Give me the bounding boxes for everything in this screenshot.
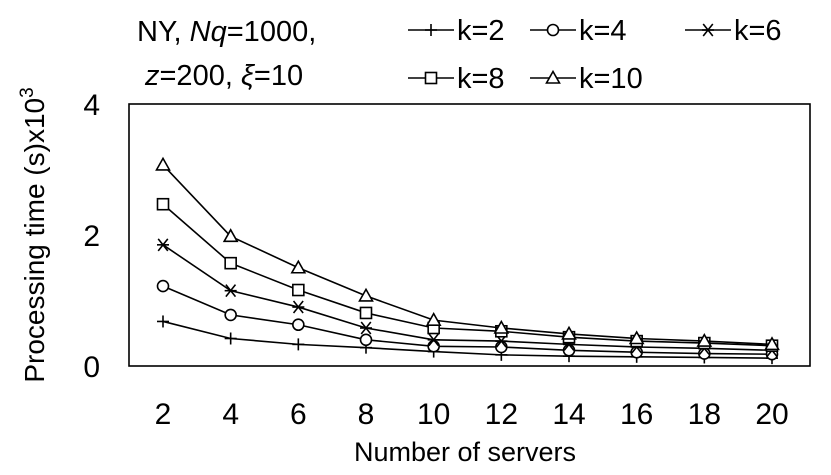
data-point [155, 156, 171, 171]
data-point [561, 325, 577, 340]
series-line [162, 320, 773, 359]
data-point [696, 332, 713, 347]
x-tick-label: 8 [358, 398, 375, 431]
data-point [764, 336, 780, 351]
legend-marker [424, 71, 438, 85]
legend-marker [425, 24, 437, 36]
data-point [359, 306, 373, 320]
data-point [156, 197, 170, 211]
data-point [224, 284, 237, 298]
legend-label: k=6 [734, 15, 782, 47]
legend-marker [702, 23, 714, 37]
annotation-line-2: z=200, ξ=10 [144, 60, 303, 92]
x-tick-label: 18 [688, 398, 721, 431]
data-point [493, 319, 510, 334]
legend-label: k=8 [457, 63, 505, 95]
x-tick-label: 4 [222, 398, 239, 431]
series-line [162, 203, 773, 347]
x-axis: 2 4 6 8 10 12 14 16 18 20 [155, 398, 789, 431]
data-point [292, 338, 305, 351]
x-tick-label: 20 [755, 398, 788, 431]
y-axis: 0 2 4 [83, 89, 100, 384]
y-tick-label: 2 [83, 220, 100, 253]
legend-marker [545, 69, 561, 84]
series-group [155, 156, 780, 365]
data-point [290, 259, 307, 274]
series-k-6 [157, 238, 778, 357]
legend-label: k=4 [579, 15, 627, 47]
y-tick-label: 0 [83, 351, 100, 384]
legend-item: k=4 [530, 15, 627, 47]
data-point [224, 308, 237, 322]
data-point [224, 256, 237, 270]
series-k-10 [155, 156, 780, 351]
data-point [427, 340, 440, 353]
legend-item: k=6 [685, 15, 782, 47]
series-k-8 [156, 197, 779, 352]
data-point [359, 333, 373, 347]
x-tick-label: 14 [552, 398, 585, 431]
x-tick-label: 10 [417, 398, 450, 431]
data-point [157, 238, 169, 252]
plot-area [128, 103, 811, 367]
series-line [162, 164, 773, 346]
data-point [628, 330, 645, 345]
data-point [425, 312, 442, 326]
series-line [162, 285, 773, 356]
x-tick-label: 16 [620, 398, 653, 431]
legend-label: k=10 [579, 63, 643, 95]
x-axis-label: Number of servers [354, 437, 576, 467]
series-line [162, 244, 773, 352]
x-tick-label: 6 [290, 398, 307, 431]
legend-item: k=10 [530, 63, 643, 95]
legend-marker [546, 23, 560, 37]
y-axis-label: Processing time (s)x103 [17, 87, 50, 382]
data-point [156, 279, 170, 293]
legend-item: k=8 [408, 63, 505, 95]
data-point [224, 332, 237, 345]
data-point [360, 321, 372, 335]
y-tick-label: 4 [83, 89, 100, 122]
legend: k=2 k=4 k=6 k=8 k=10 [408, 15, 782, 95]
legend-label: k=2 [457, 15, 505, 47]
legend-item: k=2 [408, 15, 505, 47]
data-point [157, 315, 169, 328]
data-point [292, 283, 305, 297]
annotation-line-1: NY, Nq=1000, [137, 16, 316, 48]
x-tick-label: 2 [155, 398, 172, 431]
data-point [292, 318, 305, 332]
data-point [358, 287, 374, 302]
data-point [222, 228, 239, 243]
data-point [427, 333, 440, 347]
data-point [292, 300, 305, 314]
x-tick-label: 12 [485, 398, 518, 431]
